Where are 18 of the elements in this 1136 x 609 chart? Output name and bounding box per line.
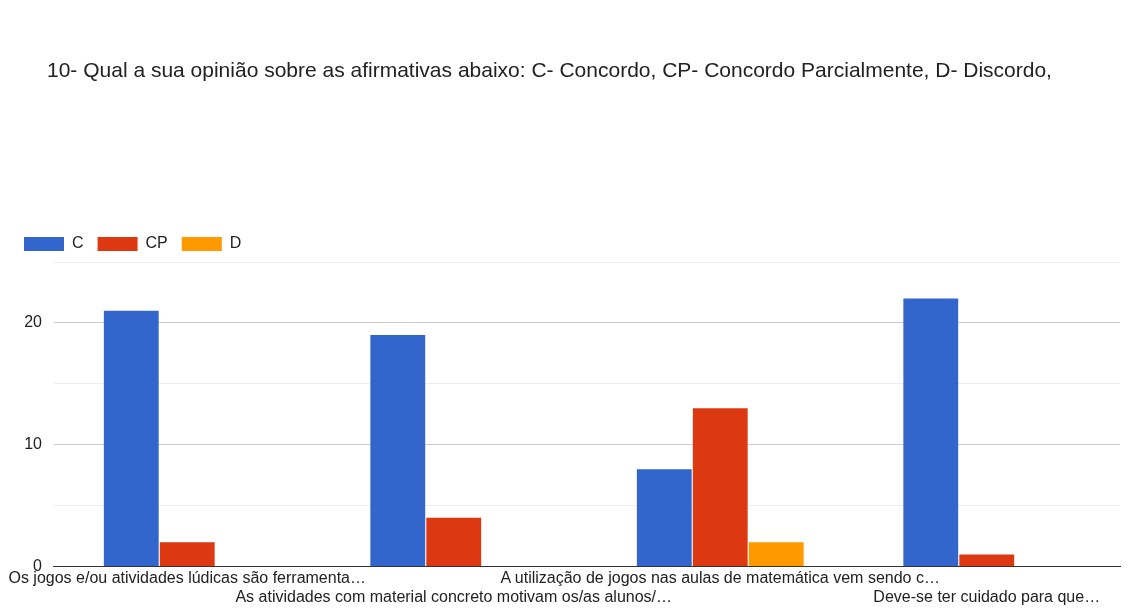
x-tick-label: A utilização de jogos nas aulas de matemática vem sendo c… <box>500 568 940 586</box>
legend-label: CP <box>145 234 168 252</box>
bar <box>748 542 804 567</box>
y-tick-label: 10 <box>24 435 43 453</box>
bar <box>959 554 1015 567</box>
x-tick-label: As atividades com material concreto motivam os/as alunos/… <box>235 587 673 605</box>
y-tick-label: 20 <box>24 313 43 331</box>
bar <box>103 310 159 567</box>
bar <box>370 335 426 567</box>
chart-title: 10- Qual a sua opinião sobre as afirmativas abaixo: C- Concordo, CP- Concordo Parcialmente, D- Discordo, <box>47 57 1053 83</box>
bar <box>903 298 959 567</box>
bar <box>636 469 692 567</box>
legend-label: D <box>229 234 242 252</box>
bar <box>426 517 482 567</box>
bar <box>159 542 215 567</box>
bar <box>692 408 748 567</box>
legend-label: C <box>72 234 84 252</box>
x-tick-label: Deve-se ter cuidado para que… <box>873 587 1101 605</box>
